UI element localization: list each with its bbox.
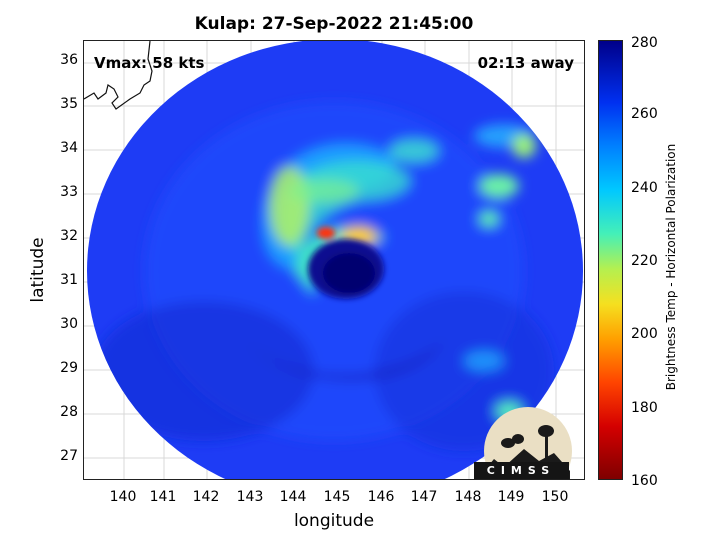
x-axis-label: longitude	[293, 511, 375, 531]
map-plot-area: Vmax: 58 kts 02:13 away CIMSS	[83, 40, 585, 480]
colorbar-tick: 200	[631, 326, 658, 342]
ytick-label: 36	[60, 52, 78, 68]
microwave-imagery	[84, 41, 584, 479]
colorbar-tick: 220	[631, 253, 658, 269]
coastline	[84, 41, 153, 110]
xtick-label: 143	[236, 489, 264, 505]
ytick-label: 35	[60, 96, 78, 112]
cimss-logo	[474, 407, 572, 479]
colorbar-tick: 240	[631, 180, 658, 196]
xtick-label: 141	[149, 489, 177, 505]
xtick-label: 147	[410, 489, 438, 505]
xtick-label: 149	[497, 489, 525, 505]
xtick-label: 148	[454, 489, 482, 505]
y-axis-label: latitude	[28, 237, 48, 303]
colorbar-tick: 160	[631, 473, 658, 489]
time-away-label: 02:13 away	[477, 54, 574, 72]
colorbar	[598, 40, 623, 480]
xtick-label: 146	[367, 489, 395, 505]
xtick-label: 142	[192, 489, 220, 505]
ytick-label: 31	[60, 272, 78, 288]
xtick-label: 145	[323, 489, 351, 505]
brightness-temp-field	[87, 41, 583, 479]
ytick-label: 34	[60, 140, 78, 156]
ytick-label: 29	[60, 360, 78, 376]
ytick-label: 32	[60, 228, 78, 244]
ytick-label: 28	[60, 404, 78, 420]
xtick-label: 140	[109, 489, 137, 505]
ytick-label: 33	[60, 184, 78, 200]
colorbar-tick: 180	[631, 400, 658, 416]
ytick-label: 30	[60, 316, 78, 332]
colorbar-tick: 260	[631, 106, 658, 122]
vmax-label: Vmax: 58 kts	[94, 54, 205, 72]
colorbar-label: Brightness Temp - Horizontal Polarizatio…	[664, 143, 678, 391]
ytick-label: 27	[60, 448, 78, 464]
xtick-label: 150	[541, 489, 569, 505]
cimss-logo-text: CIMSS	[486, 464, 556, 477]
xtick-label: 144	[279, 489, 307, 505]
colorbar-tick: 280	[631, 35, 658, 51]
chart-title: Kulap: 27-Sep-2022 21:45:00	[194, 14, 474, 34]
